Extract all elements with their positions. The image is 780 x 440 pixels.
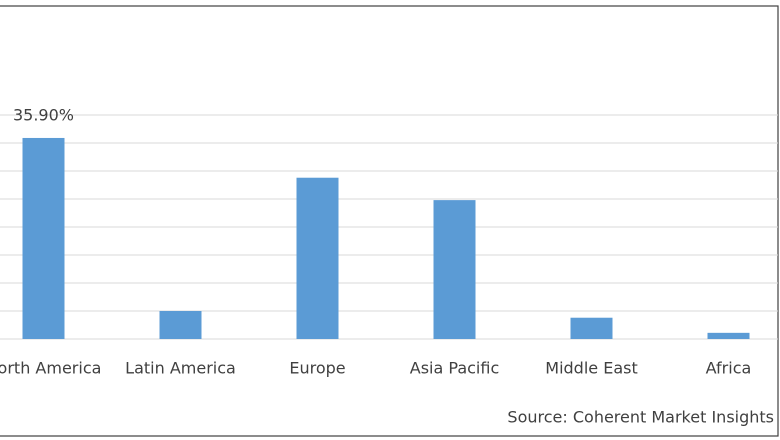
bar xyxy=(433,200,476,339)
x-tick-label: Europe xyxy=(289,359,345,378)
bar xyxy=(707,332,750,339)
bar xyxy=(22,137,65,339)
bar xyxy=(570,317,613,339)
x-tick-label: Asia Pacific xyxy=(410,359,499,378)
x-tick-label: Latin America xyxy=(125,359,236,378)
chart-frame xyxy=(0,5,779,437)
source-note: Source: Coherent Market Insights xyxy=(507,408,774,427)
bar xyxy=(159,311,202,339)
data-label: 35.90% xyxy=(13,105,74,124)
x-tick-label: Africa xyxy=(706,359,752,378)
x-tick-label: Middle East xyxy=(545,359,637,378)
bar xyxy=(296,177,339,339)
x-tick-label: North America xyxy=(0,359,101,378)
